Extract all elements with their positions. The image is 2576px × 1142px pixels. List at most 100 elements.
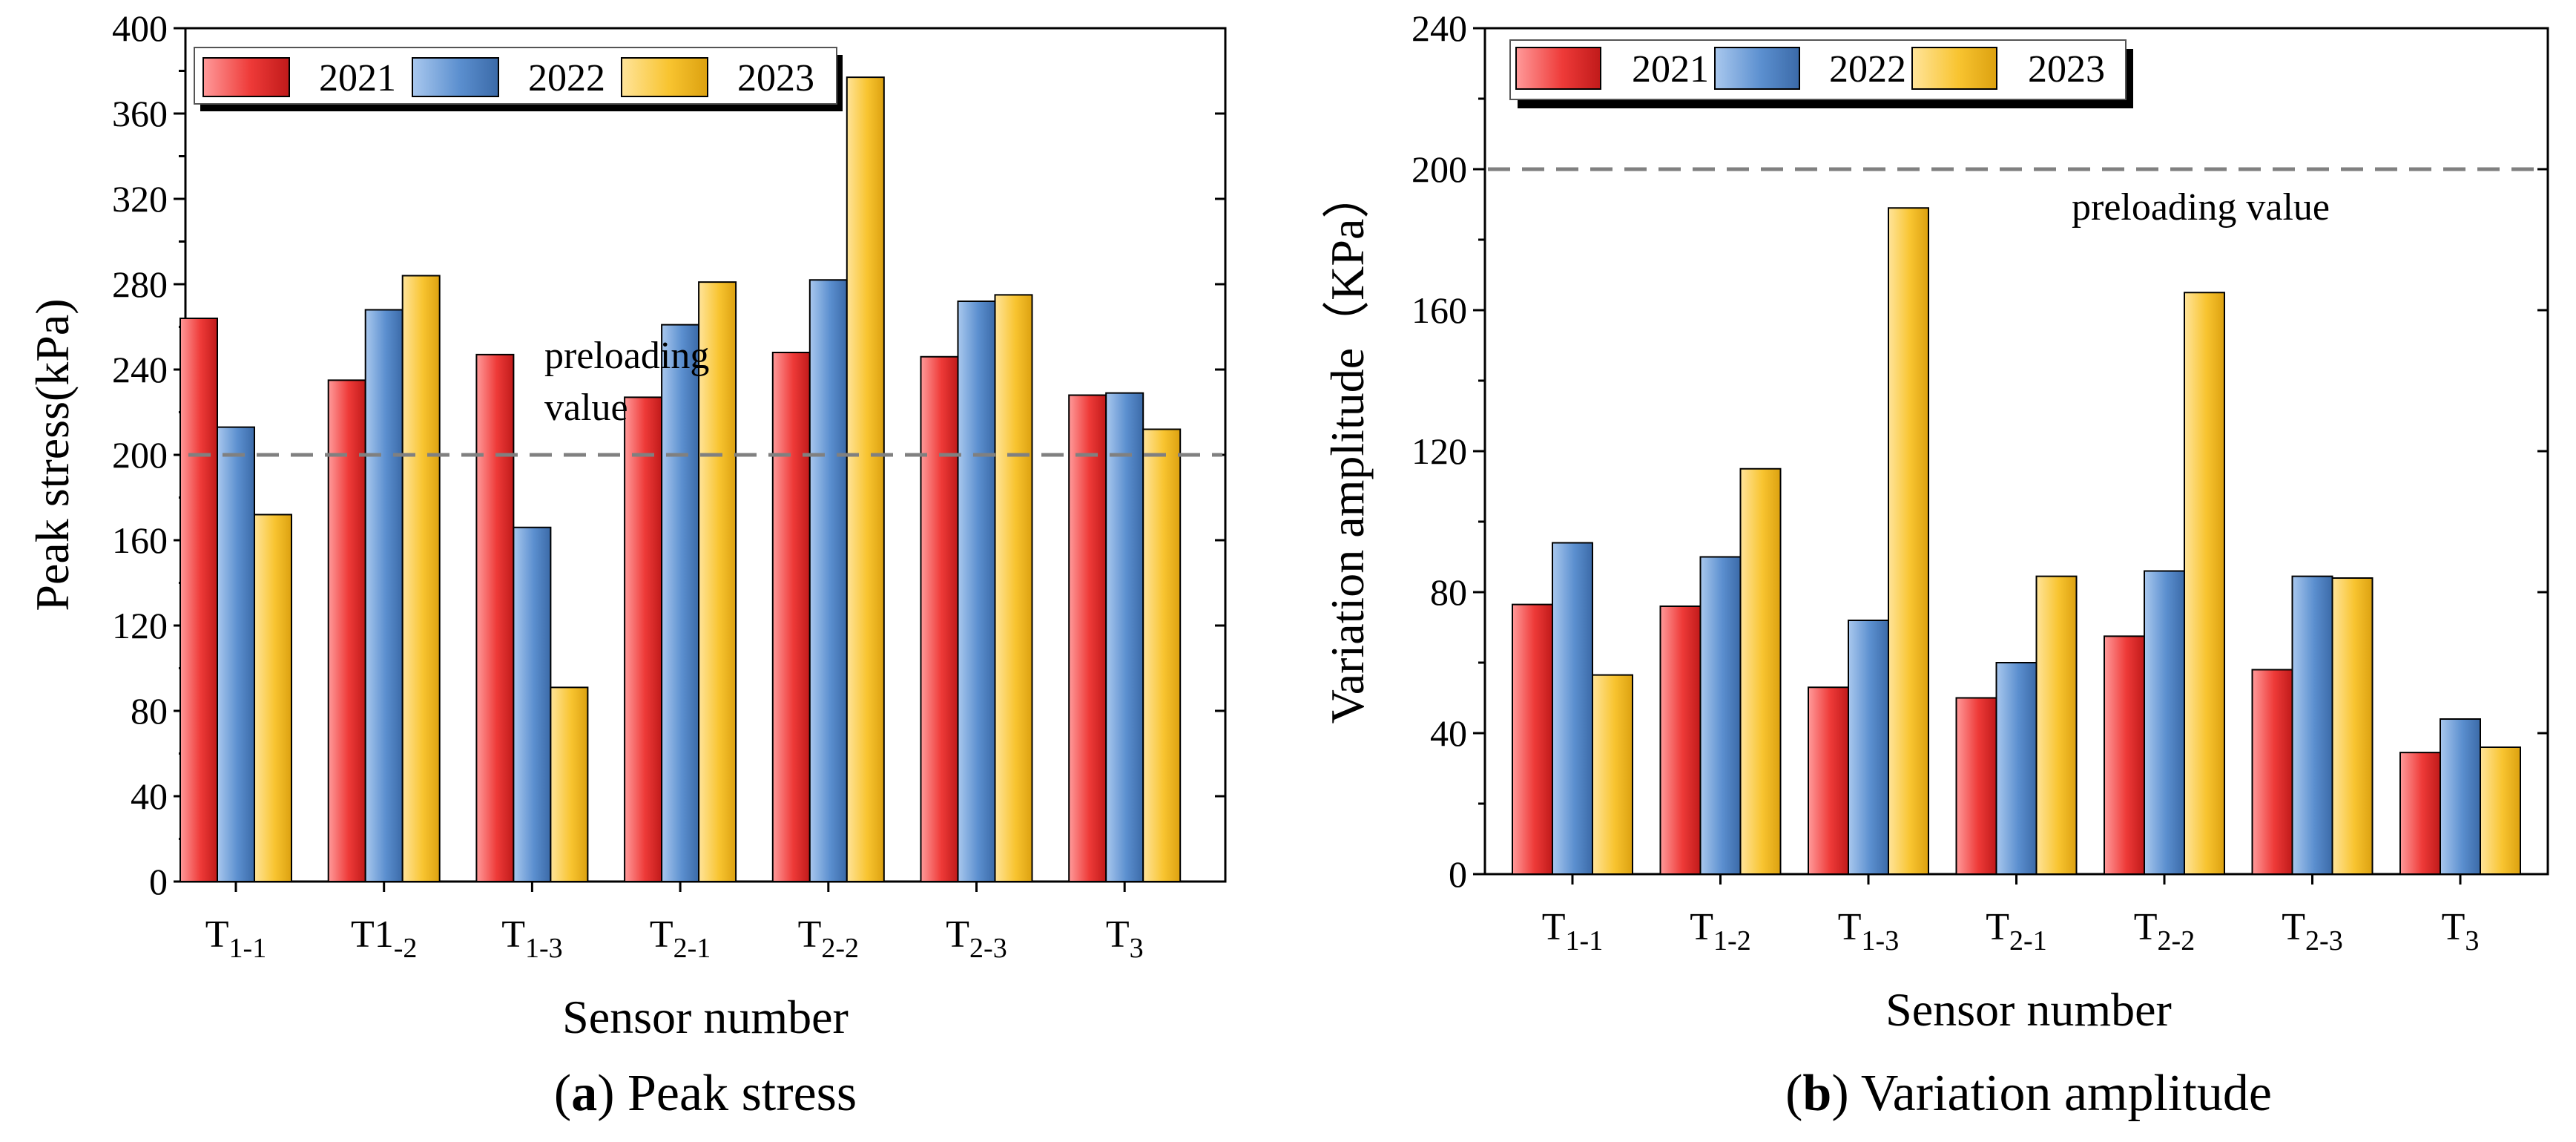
bar-2022-T3 [1105,392,1144,882]
y-tick-label: 240 [112,349,168,390]
panel-caption: (b) Variation amplitude [1785,1065,2272,1122]
caption-text: Peak stress [627,1065,857,1122]
caption-letter: b [1802,1065,1831,1122]
legend: 2021 2022 2023 [1509,39,2133,108]
x-tick-label: T2-2 [2134,906,2195,956]
bar-2023-T13 [550,686,589,882]
bar-2021-T22 [2104,635,2145,875]
x-tick-label: T1-3 [1838,906,1899,956]
bar-2023-T3 [1142,428,1182,882]
bar-2022-T22 [808,279,848,882]
x-axis-title: Sensor number [562,991,849,1043]
y-tick-label: 0 [1449,853,1467,895]
y-axis-ticks: 0 40 80 120 160 200 240 280 320 360 400 [112,7,1225,902]
x-tick-label: T2-1 [650,913,711,964]
y-tick-label: 200 [112,434,168,476]
bar-2021-T21 [1955,697,1997,875]
bar-2021-T12 [1659,606,1702,875]
y-tick-label: 280 [112,263,168,305]
preloading-annotation: preloading value [2072,186,2330,229]
legend-label-2021: 2021 [319,57,396,99]
preloading-annotation-line-1: preloading [544,335,709,377]
panel-a-peak-stress: 0 40 80 120 160 200 240 280 320 360 400 preloading… [26,7,1227,1122]
bar-group [1512,207,2521,885]
bar-2022-T23 [2291,575,2333,875]
legend-swatch-2023 [1911,47,1997,90]
x-category-labels: T1-1 T1-2 T1-3 T2-1 T2-2 T2-3 T3 [1542,906,2480,956]
y-tick-label: 40 [1430,712,1467,754]
bar-2021-T3 [1068,394,1107,882]
bar-2023-T22 [2184,292,2225,875]
y-tick-label: 360 [112,93,168,134]
legend: 2021 2022 2023 [194,47,843,111]
y-tick-label: 80 [1430,571,1467,613]
x-tick-label: T1-1 [205,913,266,964]
bar-2023-T13 [1888,207,1929,875]
x-tick-label: T1-3 [501,913,562,964]
bar-2021-T23 [920,355,959,882]
bar-2021-T22 [771,352,811,882]
bar-2023-T23 [2331,577,2374,875]
legend-swatch-2022 [412,57,499,97]
bar-2022-T3 [2440,718,2481,875]
legend-box [194,47,837,105]
bar-2023-T12 [1739,467,1782,875]
legend-label-2022: 2022 [528,57,605,99]
bar-group [179,76,1182,892]
bar-2022-T13 [513,526,552,882]
legend-label-2021: 2021 [1632,48,1709,91]
bar-2022-T21 [1995,662,2038,875]
y-tick-label: 200 [1411,148,1467,190]
bar-2021-T3 [2399,752,2441,875]
x-tick-label: T1-2 [1690,906,1750,956]
legend-swatch-2023 [621,57,708,97]
bar-2023-T3 [2480,746,2521,875]
y-tick-label: 120 [1411,430,1467,472]
caption-text: Variation amplitude [1861,1065,2272,1122]
bar-2022-T11 [217,426,255,882]
y-tick-label: 120 [112,605,168,646]
x-tick-label: T1-2 [351,913,417,964]
legend-label-2023: 2023 [2028,48,2105,91]
legend-swatch-2021 [202,57,290,97]
bar-2021-T13 [1808,686,1849,875]
y-tick-label: 160 [112,519,168,561]
y-axis-ticks: 0 40 80 120 160 200 240 [1411,7,2548,895]
y-axis-title: Variation amplitude（KPa） [1321,171,1374,724]
x-tick-label: T3 [2442,906,2480,956]
x-tick-label: T2-3 [2282,906,2342,956]
bar-2022-T11 [1552,542,1593,875]
bar-2021-T11 [179,318,218,882]
x-axis-title: Sensor number [1885,983,2172,1036]
legend-box [1509,39,2127,100]
legend-label-2023: 2023 [737,57,814,99]
x-category-labels: T1-1 T1-2 T1-3 T2-1 T2-2 T2-3 T3 [205,913,1144,964]
bar-2023-T12 [401,275,441,882]
legend-swatch-2022 [1714,47,1800,90]
bar-2021-T23 [2251,669,2293,875]
x-tick-label: T2-1 [1986,906,2046,956]
bar-2022-T12 [1699,556,1742,875]
x-tick-label: T2-2 [798,913,859,964]
bar-2021-T21 [624,396,663,882]
bar-2022-T12 [364,309,403,882]
legend-swatch-2021 [1515,47,1601,90]
y-tick-label: 80 [131,690,168,732]
bar-2023-T21 [2035,575,2078,875]
bar-2022-T21 [661,324,700,882]
bar-2022-T23 [957,301,996,882]
panel-caption: (a) Peak stress [554,1065,857,1122]
y-tick-label: 0 [149,861,168,902]
caption-letter: a [571,1065,597,1122]
y-tick-label: 240 [1411,7,1467,49]
bar-2023-T21 [698,281,737,882]
bar-2022-T13 [1848,620,1889,875]
y-tick-label: 40 [131,775,168,817]
x-tick-label: T3 [1106,913,1144,964]
y-tick-label: 320 [112,178,168,220]
bar-2023-T11 [1592,674,1633,875]
x-tick-label: T1-1 [1542,906,1603,956]
bar-2023-T23 [994,294,1033,882]
bar-2021-T11 [1512,603,1553,875]
